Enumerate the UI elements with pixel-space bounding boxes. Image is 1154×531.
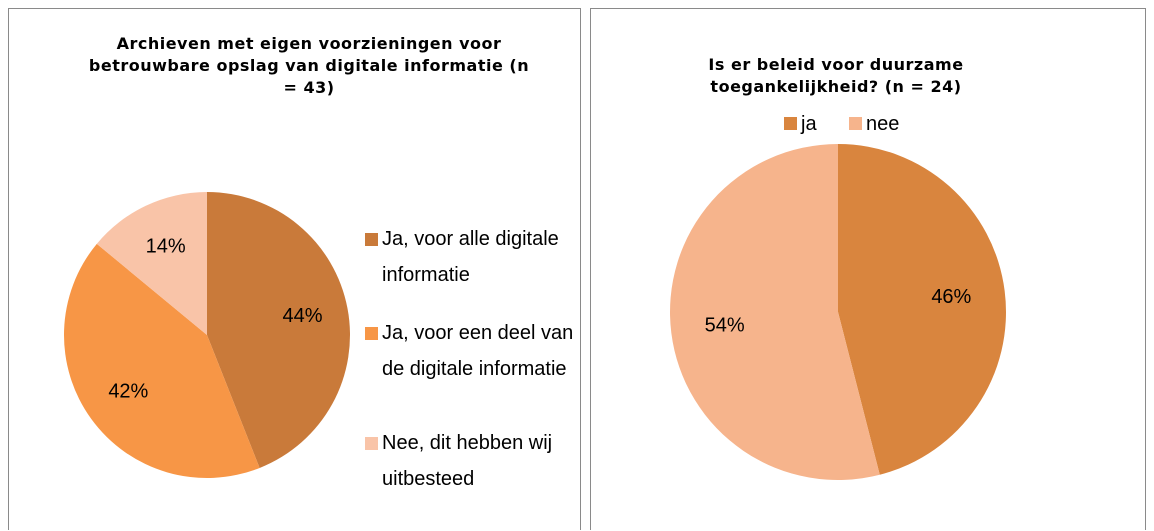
legend-label: Ja, voor een deel van de digitale inform…: [382, 322, 574, 380]
chart-title: Is er beleid voor duurzame toegankelijkh…: [708, 55, 964, 96]
legend-row: Nee, dit hebben wij uitbesteed: [365, 425, 580, 497]
pie-slice: [96, 192, 207, 335]
legend-item: nee: [849, 112, 899, 136]
legend-swatch: [365, 437, 378, 450]
data-label: 46%: [931, 286, 971, 308]
pie-slice: [838, 144, 1007, 475]
legend-label: Nee, dit hebben wij uitbesteed: [382, 432, 553, 490]
pie-slice: [670, 144, 880, 480]
legend-item: Ja, voor een deel van de digitale inform…: [365, 315, 580, 387]
data-label: 42%: [108, 380, 148, 402]
chart-panel: Is er beleid voor duurzame toegankelijkh…: [590, 8, 1146, 530]
pie-slice: [64, 243, 260, 478]
legend-label: Ja, voor alle digitale informatie: [382, 228, 559, 286]
legend-label: ja: [801, 113, 817, 135]
pie-slice: [207, 192, 351, 468]
legend-item: Nee, dit hebben wij uitbesteed: [365, 425, 580, 497]
data-label: 44%: [283, 305, 323, 327]
legend-label: nee: [866, 113, 900, 135]
data-label: 14%: [146, 235, 186, 257]
legend-swatch: [365, 327, 378, 340]
legend-swatch: [849, 117, 862, 130]
chart-panel: Archieven met eigen voorzieningen voor b…: [8, 8, 581, 530]
pie-chart: 44% 42% 14%: [64, 192, 351, 478]
chart-title: Archieven met eigen voorzieningen voor b…: [88, 34, 530, 97]
legend-item: ja: [784, 112, 817, 136]
legend-row: Ja, voor alle digitale informatie: [365, 221, 580, 293]
legend-item: Ja, voor alle digitale informatie: [365, 221, 580, 293]
legend-swatch: [365, 233, 378, 246]
data-label: 54%: [705, 315, 745, 337]
pie-chart: 46% 54%: [670, 144, 1007, 480]
legend-swatch: [784, 117, 797, 130]
legend-row: Ja, voor een deel van de digitale inform…: [365, 315, 580, 387]
